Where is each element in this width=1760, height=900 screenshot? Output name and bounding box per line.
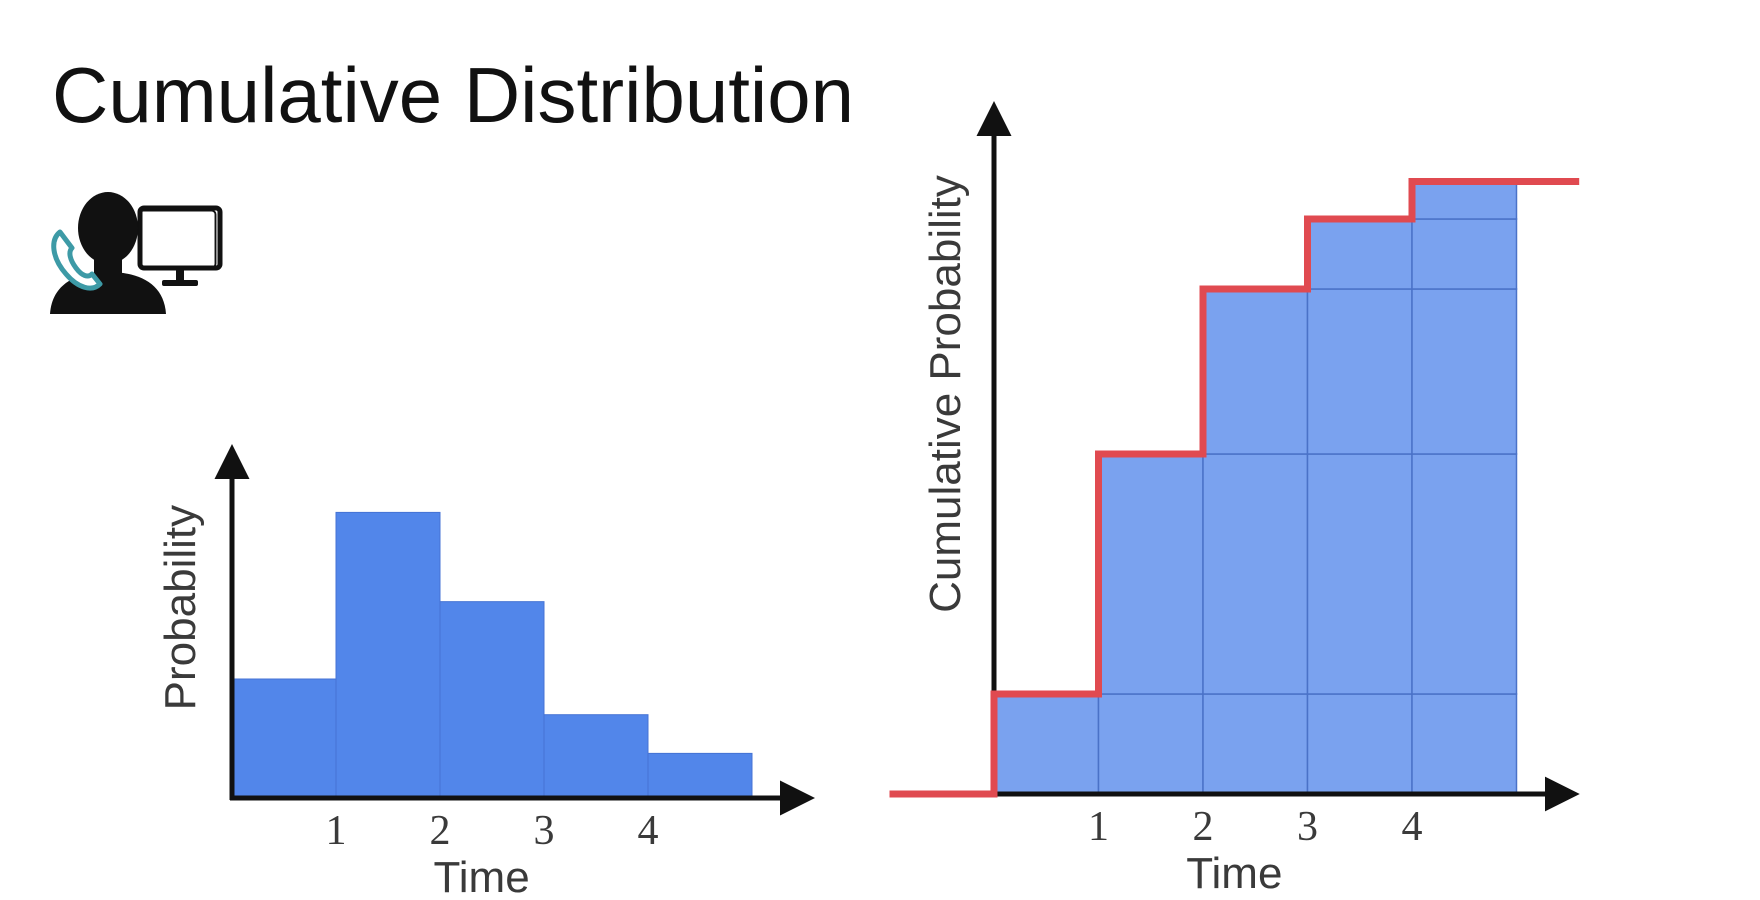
cumulative-cell (1411, 218, 1518, 290)
cumulative-y-axis-label: Cumulative Probability (921, 175, 970, 613)
cumulative-cell (1411, 288, 1518, 455)
cumulative-x-axis-label: Time (1186, 849, 1282, 898)
histogram-x-tick-label: 2 (430, 808, 451, 854)
cumulative-x-tick-label: 4 (1402, 804, 1423, 850)
histogram-x-axis-label: Time (434, 853, 530, 900)
histogram-bars (231, 511, 753, 799)
cumulative-cell (1202, 693, 1309, 795)
probability-histogram-chart: 1 2 3 4 Time Probability (156, 444, 815, 900)
cumulative-histogram-chart: 1 2 3 4 Time Cumulative Probability (889, 101, 1580, 898)
cumulative-tick-labels: 1 2 3 4 (1088, 804, 1423, 850)
cumulative-cell (1097, 453, 1204, 695)
histogram-bar (439, 601, 545, 799)
histogram-x-tick-label: 4 (638, 808, 659, 854)
cumulative-cells (993, 180, 1518, 795)
cumulative-cell (1306, 693, 1413, 795)
cumulative-cell (993, 693, 1100, 795)
histogram-y-axis-label: Probability (156, 505, 205, 710)
histogram-bar (543, 714, 649, 799)
cumulative-cell (1306, 218, 1413, 290)
histogram-bar (647, 752, 753, 799)
cumulative-cell (1411, 180, 1518, 220)
cumulative-cell (1202, 453, 1309, 695)
cumulative-x-tick-label: 1 (1088, 804, 1109, 850)
histogram-tick-labels: 1 2 3 4 (326, 808, 659, 854)
cumulative-x-tick-label: 2 (1193, 804, 1214, 850)
cumulative-cell (1097, 693, 1204, 795)
cumulative-cell (1202, 288, 1309, 455)
cumulative-x-tick-label: 3 (1297, 804, 1318, 850)
histogram-x-tick-label: 3 (534, 808, 555, 854)
cumulative-cell (1411, 693, 1518, 795)
histogram-bar (335, 511, 441, 799)
cumulative-step-line (889, 178, 1580, 798)
histogram-x-tick-label: 1 (326, 808, 347, 854)
page-title: Cumulative Distribution (52, 51, 854, 139)
cumulative-cell (1306, 453, 1413, 695)
cumulative-cell (1306, 288, 1413, 455)
cumulative-cell (1411, 453, 1518, 695)
person-phone-computer-icon (50, 192, 223, 314)
histogram-bar (231, 678, 337, 799)
